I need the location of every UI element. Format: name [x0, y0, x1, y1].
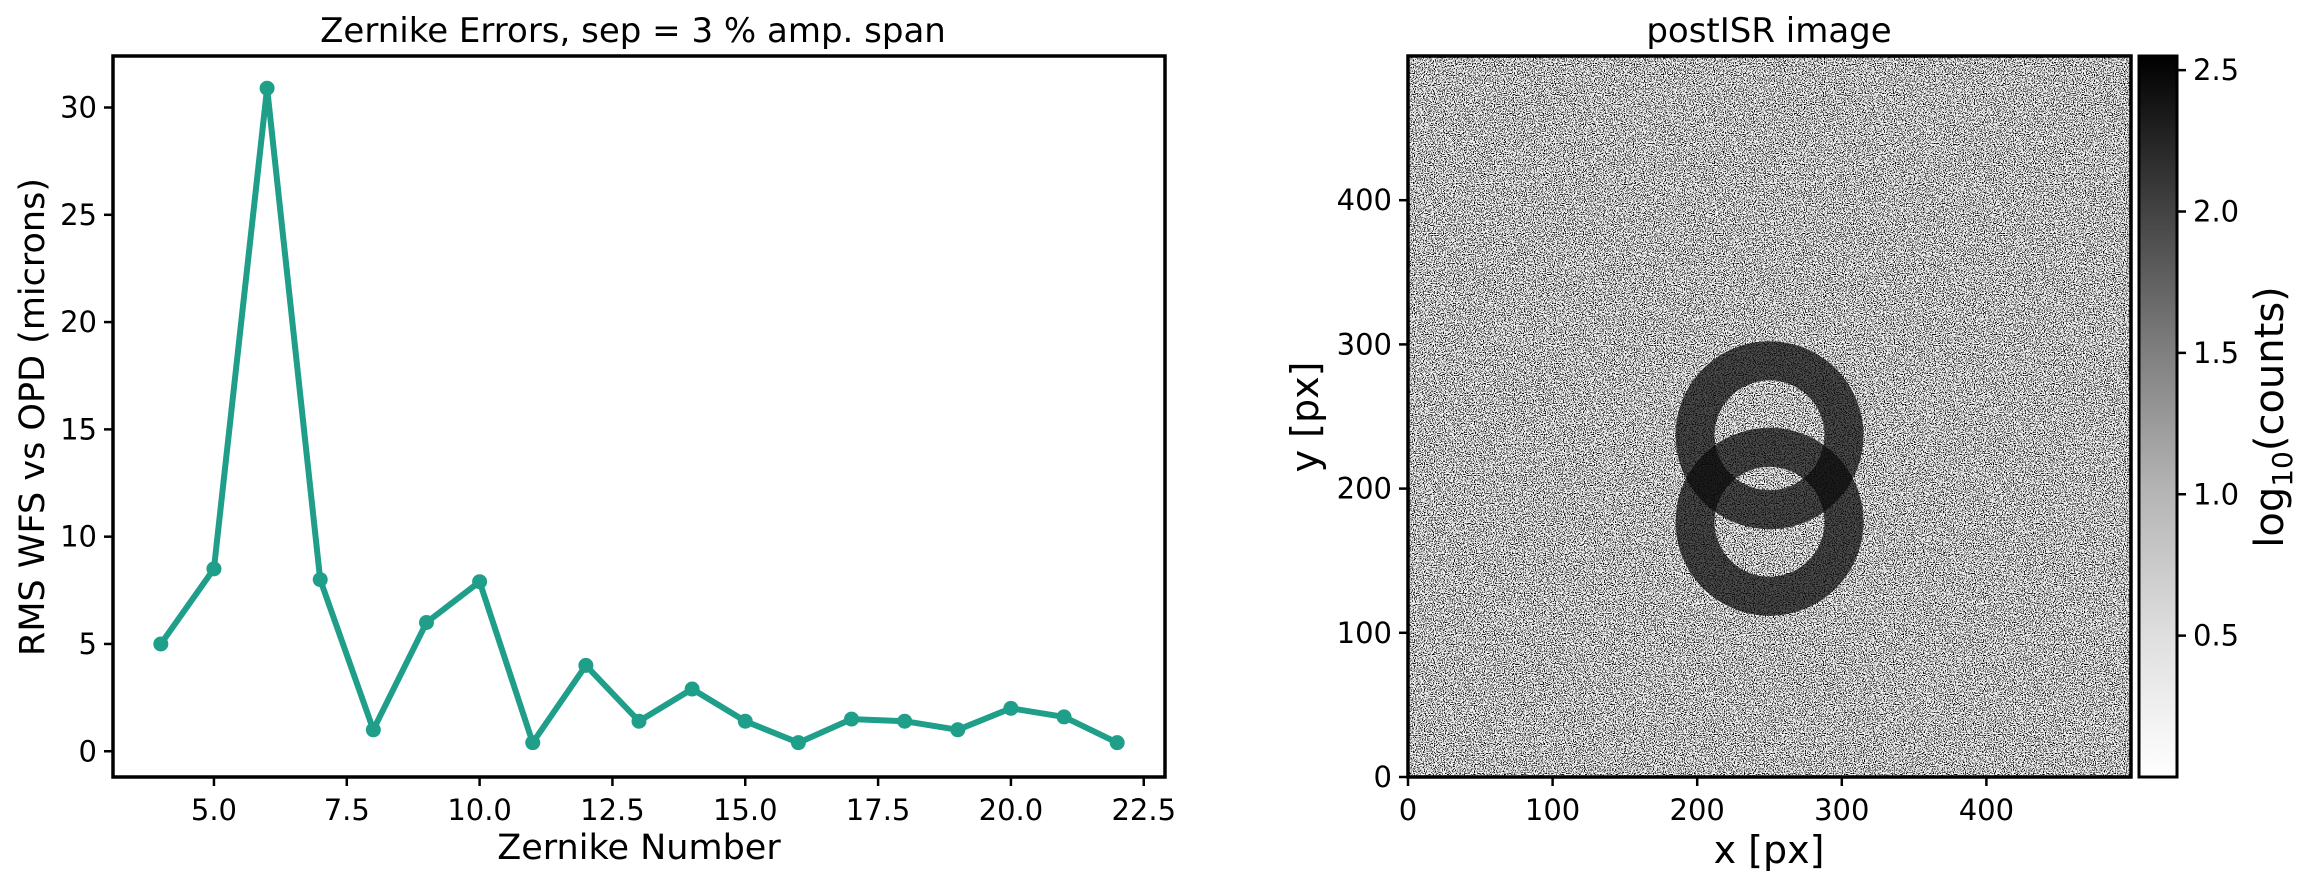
y-tick-label: 20 [60, 305, 97, 339]
x-tick-label: 15.0 [713, 793, 778, 827]
postisr-image-panel: postISR image 0 100 200 300 400 0 100 200 300 40… [1283, 11, 2299, 872]
x-tick-label: 7.5 [324, 793, 370, 827]
data-point [312, 572, 328, 588]
image-frame [1406, 54, 2133, 779]
colorbar-label-sub: 10 [2266, 451, 2299, 487]
data-point [472, 574, 488, 590]
x-tick-label: 12.5 [580, 793, 645, 827]
x-tick-label: 5.0 [191, 793, 237, 827]
x-axis-ticks: 5.0 7.5 10.0 12.5 15.0 17.5 20.0 22.5 [191, 777, 1176, 827]
x-axis-ticks: 0 100 200 300 400 [1399, 777, 2014, 827]
data-point [1056, 709, 1072, 725]
x-tick-label: 22.5 [1111, 793, 1176, 827]
y-tick-label: 10 [60, 520, 97, 554]
y-tick-label: 100 [1337, 616, 1392, 650]
data-point [790, 735, 806, 751]
data-point [950, 722, 966, 738]
zernike-errors-chart: Zernike Errors, sep = 3 % amp. span 5.0 7… [13, 11, 1176, 868]
colorbar-tick-label: 2.5 [2193, 53, 2239, 87]
y-tick-label: 200 [1337, 472, 1392, 506]
data-point [1109, 735, 1125, 751]
y-tick-label: 30 [60, 91, 97, 125]
image-title: postISR image [1646, 11, 1891, 51]
colorbar-tick-label: 0.5 [2193, 619, 2239, 653]
data-point [684, 681, 700, 697]
noise-background [1408, 56, 2131, 777]
y-tick-label: 25 [60, 198, 97, 232]
x-tick-label: 20.0 [979, 793, 1044, 827]
y-axis-ticks: 0 5 10 15 20 25 30 [60, 91, 113, 768]
data-point [737, 713, 753, 729]
data-point [631, 713, 647, 729]
data-point [259, 80, 275, 96]
image-area [1408, 56, 2131, 777]
y-tick-label: 15 [60, 412, 97, 446]
y-tick-label: 0 [79, 734, 97, 768]
x-tick-label: 100 [1525, 793, 1580, 827]
x-tick-label: 0 [1399, 793, 1417, 827]
y-axis-label: RMS WFS vs OPD (microns) [13, 178, 53, 656]
data-point [206, 561, 222, 577]
x-tick-label: 10.0 [447, 793, 512, 827]
y-tick-label: 400 [1337, 183, 1392, 217]
x-tick-label: 17.5 [846, 793, 911, 827]
x-axis-label: Zernike Number [497, 828, 781, 868]
colorbar-tick-label: 1.5 [2193, 336, 2239, 370]
x-tick-label: 400 [1959, 793, 2014, 827]
y-tick-label: 300 [1337, 327, 1392, 361]
x-tick-label: 300 [1814, 793, 1869, 827]
y-tick-label: 5 [79, 627, 97, 661]
y-axis-ticks: 0 100 200 300 400 [1337, 183, 1408, 794]
colorbar-label-rest: (counts) [2247, 286, 2293, 451]
colorbar-label-main: log [2247, 487, 2293, 548]
plot-frame [111, 54, 1167, 779]
y-tick-label: 0 [1374, 760, 1392, 794]
data-point [365, 722, 381, 738]
x-tick-label: 200 [1670, 793, 1725, 827]
donut [1675, 427, 1864, 616]
colorbar-tick-label: 1.0 [2193, 477, 2239, 511]
data-point [153, 636, 169, 652]
y-axis-label: y [px] [1283, 362, 1327, 473]
chart-title: Zernike Errors, sep = 3 % amp. span [320, 11, 946, 51]
data-point [418, 615, 434, 630]
colorbar-label: log10(counts) [2247, 286, 2299, 548]
colorbar-ticks: 0.5 1.0 1.5 2.0 2.5 [2177, 53, 2239, 653]
data-point [525, 735, 541, 751]
colorbar-gradient [2137, 54, 2179, 779]
series-line [153, 80, 1125, 751]
data-point [897, 713, 913, 729]
colorbar-tick-label: 2.0 [2193, 195, 2239, 229]
series-path [158, 85, 1119, 746]
colorbar: 0.5 1.0 1.5 2.0 2.5 log10(counts) [2137, 53, 2299, 779]
data-point [844, 711, 860, 727]
donut-images [1675, 341, 1864, 616]
data-point [578, 657, 594, 673]
x-axis-label: x [px] [1714, 828, 1825, 872]
data-point [1003, 700, 1019, 716]
